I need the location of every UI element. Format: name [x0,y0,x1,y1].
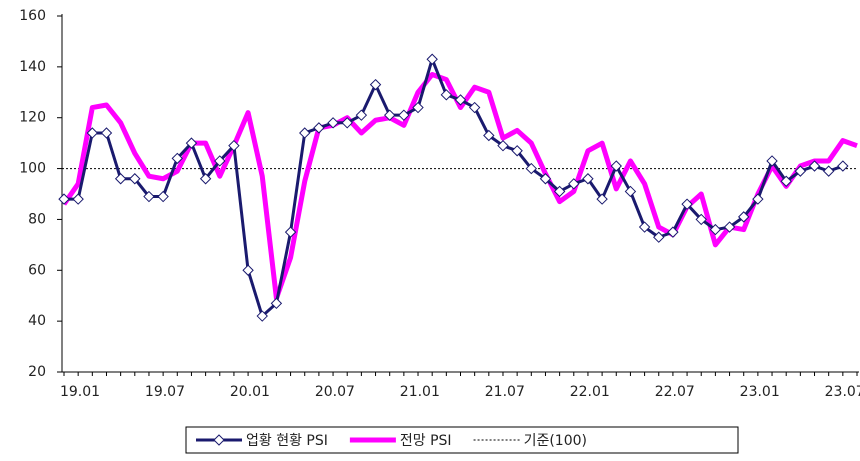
point [596,193,608,205]
point [766,155,778,167]
point [58,193,70,205]
point [355,109,368,121]
point [214,155,226,167]
point [483,129,495,142]
point [822,165,835,177]
y-tick-label: 140 [19,59,46,75]
legend-label: 기준(100) [524,433,587,449]
series-line [61,71,858,301]
point [114,173,127,185]
point [72,193,84,205]
point [383,109,396,121]
point [313,122,325,134]
point [667,226,679,238]
point [369,78,382,91]
point [157,190,169,203]
x-tick-label: 19.01 [60,384,100,400]
point [837,160,849,172]
point [440,89,453,101]
point [681,198,693,210]
point [270,297,283,310]
point [327,117,339,129]
point [454,94,467,106]
point [143,190,155,203]
point [539,173,552,185]
x-tick-label: 21.07 [485,384,525,400]
point [582,173,594,185]
legend-label: 업황 현황 PSI [246,433,328,449]
point [228,139,240,152]
x-tick-label: 21.01 [400,384,440,400]
point [723,221,736,233]
x-tick-label: 22.07 [655,384,695,400]
y-tick-label: 120 [19,110,46,126]
x-tick-label: 23.07 [825,384,860,400]
point [794,165,807,177]
point [199,173,212,185]
legend-box [185,426,739,454]
point [284,226,297,238]
x-tick-label: 20.07 [315,384,355,400]
point [525,162,538,175]
point [752,193,764,205]
point [100,127,113,139]
point [638,221,651,233]
x-tick-label: 22.01 [570,384,610,400]
point [553,185,566,198]
point [808,160,821,172]
y-tick-label: 160 [19,8,46,24]
point [653,231,665,243]
point [171,152,183,165]
point [398,109,410,121]
point [568,178,580,190]
y-tick-label: 100 [19,161,46,177]
point [709,223,722,236]
x-tick-label: 19.07 [145,384,185,400]
point [695,213,707,226]
point [341,117,353,129]
series-line [64,57,844,318]
point [426,53,438,65]
point [185,137,198,149]
point [299,127,311,139]
y-tick-label: 80 [28,211,46,227]
point [511,145,523,157]
point [468,101,481,114]
point [256,310,268,322]
point [738,211,750,223]
point [624,185,637,198]
point [780,175,792,187]
legend-label: 전망 PSI [400,433,452,449]
point [497,139,509,152]
x-tick-label: 20.01 [230,384,270,400]
point [129,173,141,185]
point [86,127,99,139]
x-tick-label: 23.01 [740,384,780,400]
y-tick-label: 40 [28,313,46,329]
y-tick-label: 60 [28,262,46,278]
point [242,264,254,276]
point [412,101,424,114]
legend-marker [213,434,225,446]
y-tick-label: 20 [28,364,46,380]
point [610,160,622,172]
